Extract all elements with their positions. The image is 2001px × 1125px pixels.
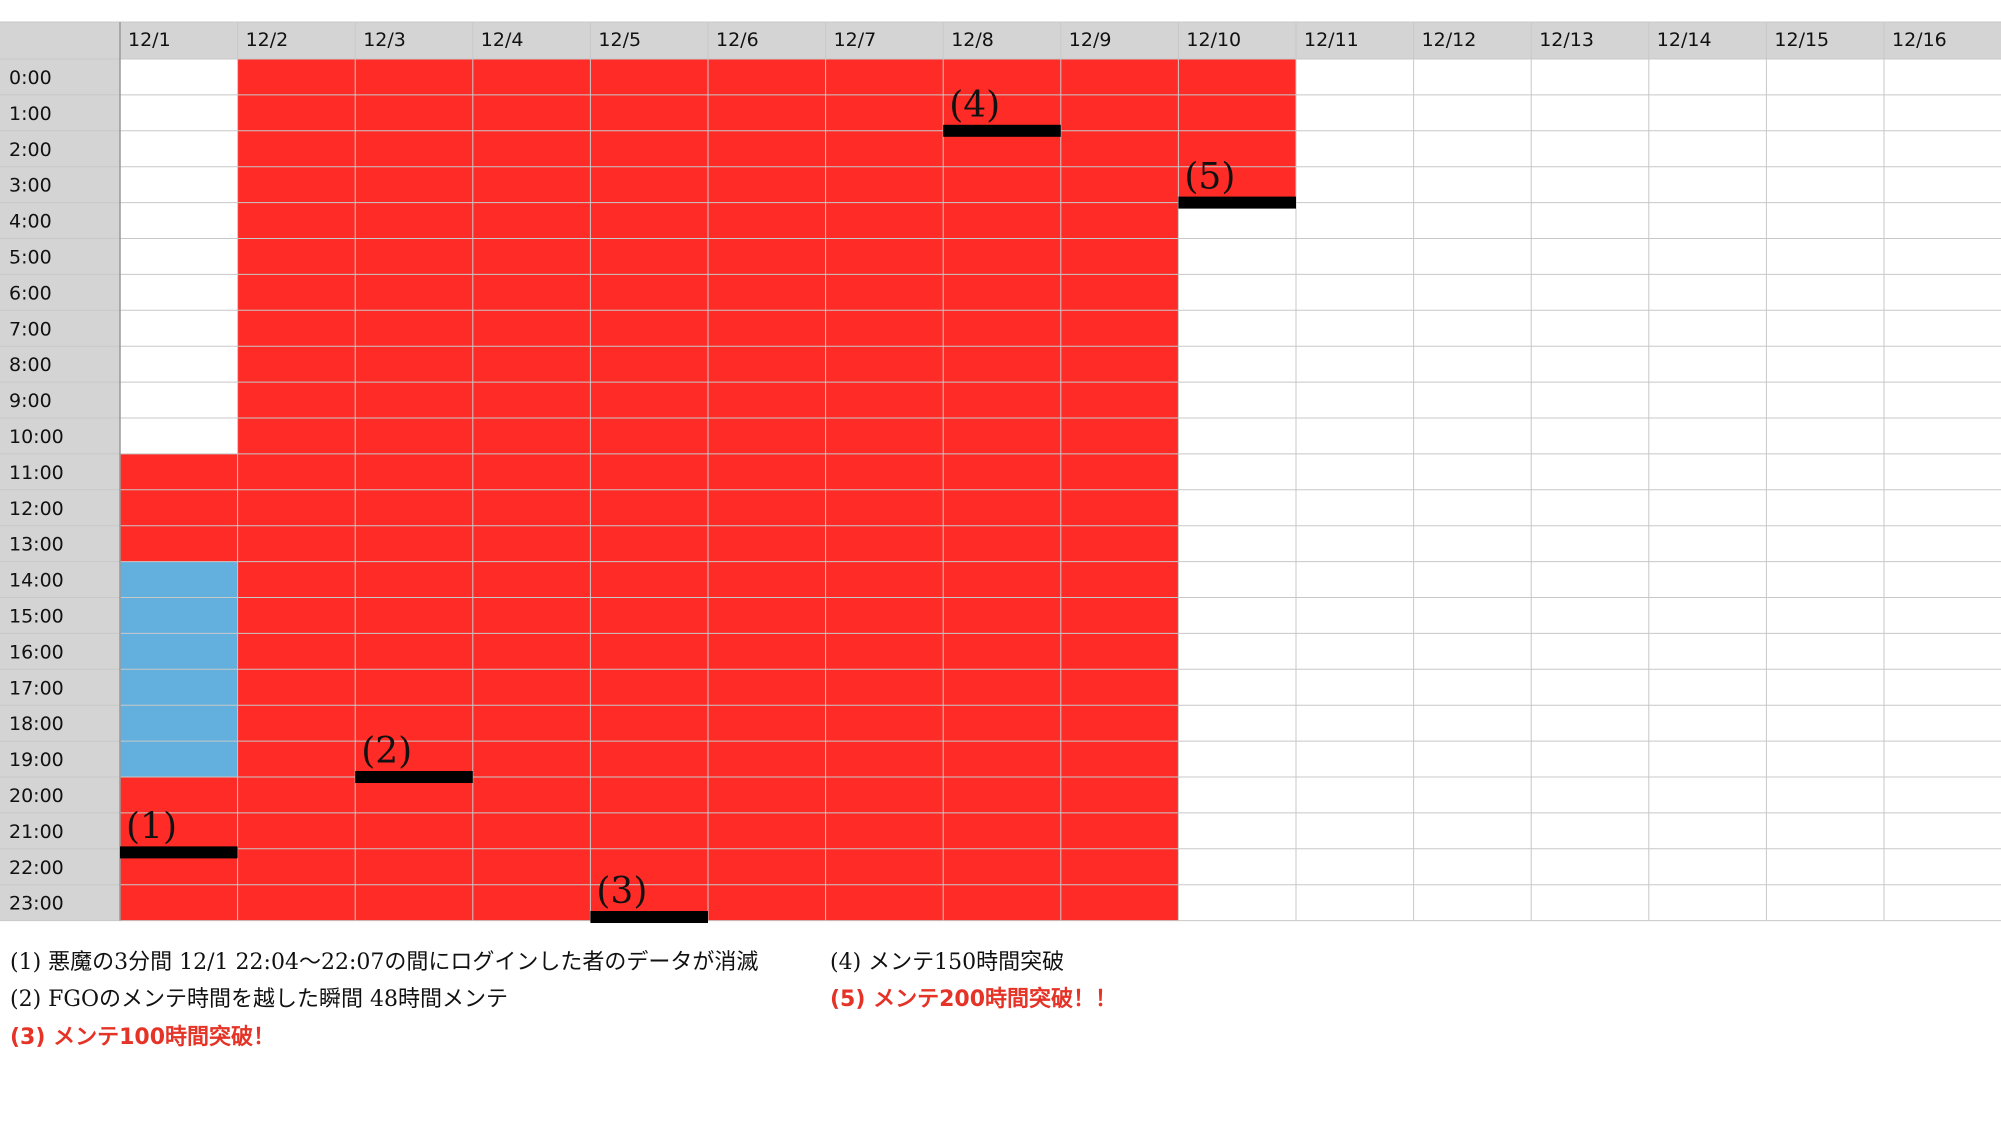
note-2: (2) FGOのメンテ時間を越した瞬間 48時間メンテ [10,987,509,1012]
row-header: 19:00 [9,749,64,771]
row-header: 5:00 [9,247,52,269]
row-header: 21:00 [9,821,64,843]
column-header: 12/5 [598,29,641,51]
marker-bar-5 [1178,196,1296,209]
row-header: 18:00 [9,713,64,735]
row-header: 14:00 [9,570,64,592]
row-header: 12:00 [9,498,64,520]
column-header: 12/11 [1304,29,1359,51]
row-header: 6:00 [9,282,52,304]
note-1: (1) 悪魔の3分間 12/1 22:04〜22:07の間にログインした者のデー… [10,950,759,975]
column-header: 12/13 [1539,29,1594,51]
column-header: 12/8 [951,29,994,51]
marker-bar-3 [590,911,708,924]
column-header: 12/3 [363,29,406,51]
row-header: 15:00 [9,606,64,628]
row-header: 0:00 [9,67,52,89]
row-header: 3:00 [9,175,52,197]
maintenance-block-0 [120,453,238,562]
notes-legend: (1) 悪魔の3分間 12/1 22:04〜22:07の間にログインした者のデー… [10,950,1970,1070]
row-header: 22:00 [9,857,64,879]
row-header: 7:00 [9,318,52,340]
column-header: 12/12 [1422,29,1477,51]
column-header-band [0,22,2001,59]
marker-bar-4 [943,124,1061,137]
row-header-band [0,22,120,921]
marker-label-3: (3) [596,871,647,912]
note-3: (3) メンテ100時間突破！ [10,1025,275,1050]
row-header: 13:00 [9,534,64,556]
column-header: 12/6 [716,29,759,51]
marker-label-5: (5) [1184,157,1235,198]
row-header: 23:00 [9,893,64,915]
column-header: 12/16 [1892,29,1947,51]
column-header: 12/9 [1069,29,1112,51]
marker-bar-1 [120,846,238,859]
row-header: 9:00 [9,390,52,412]
column-header: 12/1 [128,29,171,51]
row-header: 17:00 [9,677,64,699]
row-header: 8:00 [9,354,52,376]
marker-label-2: (2) [361,731,412,772]
row-header: 10:00 [9,426,64,448]
row-header: 20:00 [9,785,64,807]
note-5: (5) メンテ200時間突破！！ [830,987,1117,1012]
maintenance-timeline-grid: 12/1 12/2 12/3 12/4 12/5 12/6 12/7 12/8 12/9 12/1… [0,21,2001,924]
row-header: 16:00 [9,641,64,663]
marker-bar-2 [355,771,473,783]
row-header: 2:00 [9,139,52,161]
column-header: 12/14 [1657,29,1712,51]
column-header: 12/7 [834,29,877,51]
column-header: 12/15 [1774,29,1829,51]
marker-label-1: (1) [126,806,177,847]
column-header: 12/4 [481,29,524,51]
marker-label-4: (4) [949,85,1000,126]
row-header: 4:00 [9,211,52,233]
row-header: 1:00 [9,103,52,125]
column-header: 12/2 [246,29,289,51]
column-header: 12/10 [1186,29,1241,51]
row-header: 11:00 [9,462,64,484]
note-4: (4) メンテ150時間突破 [830,950,1065,975]
